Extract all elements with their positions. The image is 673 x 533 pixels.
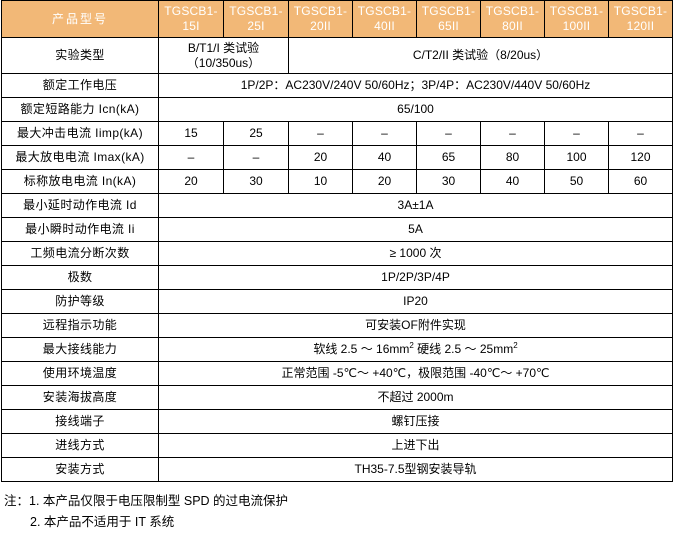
footnote-1: 注：1. 本产品仅限于电压限制型 SPD 的过电流保护 [4, 494, 289, 508]
cell-remote-indication: 可安装OF附件实现 [158, 313, 673, 338]
row-label-ii-current: 最小瞬时动作电流 Ii [1, 217, 159, 242]
row-label-altitude: 安装海拔高度 [1, 385, 159, 410]
wire-capacity-soft-superscript: 2 [409, 341, 414, 350]
table-header-row: 产品型号 TGSCB1-15I TGSCB1-25I TGSCB1-20II T… [1, 0, 673, 38]
cell-in-0: 20 [158, 169, 224, 194]
cell-iimp-2: – [288, 121, 353, 146]
cell-short-circuit: 65/100 [158, 97, 673, 122]
cell-in-3: 20 [352, 169, 417, 194]
cell-imax-7: 120 [608, 145, 673, 170]
cell-iimp-7: – [608, 121, 673, 146]
table-row-test-type: 实验类型 B/T1/I 类试验 （10/350us） C/T2/II 类试验（8… [1, 37, 673, 74]
cell-terminal: 螺钉压接 [158, 409, 673, 434]
cell-imax-0: – [158, 145, 224, 170]
table-row-temperature: 使用环境温度 正常范围 -5℃～ +40℃，极限范围 -40℃～ +70℃ [1, 361, 673, 386]
wire-capacity-hard-text: 硬线 2.5 ～ 25mm [413, 342, 514, 356]
cell-iimp-4: – [416, 121, 481, 146]
row-label-breaking-times: 工频电流分断次数 [1, 241, 159, 266]
cell-ii-current: 5A [158, 217, 673, 242]
row-label-imax: 最大放电电流 Imax(kA) [1, 145, 159, 170]
header-product-model-label: 产品型号 [1, 0, 159, 38]
cell-iimp-6: – [544, 121, 609, 146]
footnote-2: 2. 本产品不适用于 IT 系统 [30, 514, 175, 529]
row-label-short-circuit: 额定短路能力 Icn(kA) [1, 97, 159, 122]
cell-in-1: 30 [223, 169, 289, 194]
table-row-poles: 极数 1P/2P/3P/4P [1, 265, 673, 290]
row-label-iimp: 最大冲击电流 Iimp(kA) [1, 121, 159, 146]
cell-in-6: 50 [544, 169, 609, 194]
table-row-mounting: 安装方式 TH35-7.5型钢安装导轨 [1, 457, 673, 482]
cell-in-4: 30 [416, 169, 481, 194]
row-label-protection-grade: 防护等级 [1, 289, 159, 314]
cell-test-type-class-i: B/T1/I 类试验 （10/350us） [158, 37, 289, 74]
cell-iimp-5: – [480, 121, 545, 146]
header-model-2: TGSCB1-20II [288, 0, 353, 38]
row-label-terminal: 接线端子 [1, 409, 159, 434]
cell-test-type-class-ii: C/T2/II 类试验（8/20us） [288, 37, 673, 74]
cell-protection-grade: IP20 [158, 289, 673, 314]
table-row-remote-indication: 远程指示功能 可安装OF附件实现 [1, 313, 673, 338]
row-label-poles: 极数 [1, 265, 159, 290]
table-row-terminal: 接线端子 螺钉压接 [1, 409, 673, 434]
cell-imax-5: 80 [480, 145, 545, 170]
product-specification-table: 产品型号 TGSCB1-15I TGSCB1-25I TGSCB1-20II T… [1, 0, 673, 482]
cell-iimp-0: 15 [158, 121, 224, 146]
cell-imax-2: 20 [288, 145, 353, 170]
table-row-protection-grade: 防护等级 IP20 [1, 289, 673, 314]
table-row-in: 标称放电电流 In(kA) 20 30 10 20 30 40 50 60 [1, 169, 673, 194]
cell-in-7: 60 [608, 169, 673, 194]
table-row-wiring-direction: 进线方式 上进下出 [1, 433, 673, 458]
table-row-id-current: 最小延时动作电流 Id 3A±1A [1, 193, 673, 218]
cell-in-5: 40 [480, 169, 545, 194]
row-label-id-current: 最小延时动作电流 Id [1, 193, 159, 218]
cell-altitude: 不超过 2000m [158, 385, 673, 410]
test-type-class-i-line2: （10/350us） [186, 55, 261, 70]
cell-in-2: 10 [288, 169, 353, 194]
header-model-3: TGSCB1-40II [352, 0, 417, 38]
row-label-wire-capacity: 最大接线能力 [1, 337, 159, 362]
table-row-rated-voltage: 额定工作电压 1P/2P：AC230V/240V 50/60Hz；3P/4P：A… [1, 73, 673, 98]
cell-rated-voltage: 1P/2P：AC230V/240V 50/60Hz；3P/4P：AC230V/4… [158, 73, 673, 98]
row-label-in: 标称放电电流 In(kA) [1, 169, 159, 194]
header-model-1: TGSCB1-25I [223, 0, 289, 38]
table-row-wire-capacity: 最大接线能力 软线 2.5 ～ 16mm2 硬线 2.5 ～ 25mm2 [1, 337, 673, 362]
cell-mounting: TH35-7.5型钢安装导轨 [158, 457, 673, 482]
row-label-remote-indication: 远程指示功能 [1, 313, 159, 338]
header-model-5: TGSCB1-80II [480, 0, 545, 38]
table-row-imax: 最大放电电流 Imax(kA) – – 20 40 65 80 100 120 [1, 145, 673, 170]
table-row-ii-current: 最小瞬时动作电流 Ii 5A [1, 217, 673, 242]
wire-capacity-soft-text: 软线 2.5 ～ 16mm [313, 342, 410, 356]
table-row-altitude: 安装海拔高度 不超过 2000m [1, 385, 673, 410]
header-model-7: TGSCB1-120II [608, 0, 673, 38]
cell-imax-3: 40 [352, 145, 417, 170]
cell-iimp-3: – [352, 121, 417, 146]
cell-breaking-times: ≥ 1000 次 [158, 241, 673, 266]
header-model-6: TGSCB1-100II [544, 0, 609, 38]
cell-id-current: 3A±1A [158, 193, 673, 218]
cell-poles: 1P/2P/3P/4P [158, 265, 673, 290]
cell-wire-capacity: 软线 2.5 ～ 16mm2 硬线 2.5 ～ 25mm2 [158, 337, 673, 362]
table-footnotes: 注：1. 本产品仅限于电压限制型 SPD 的过电流保护 2. 本产品不适用于 I… [4, 491, 673, 532]
table-row-iimp: 最大冲击电流 Iimp(kA) 15 25 – – – – – – [1, 121, 673, 146]
cell-imax-1: – [223, 145, 289, 170]
header-model-0: TGSCB1-15I [158, 0, 224, 38]
cell-temperature: 正常范围 -5℃～ +40℃，极限范围 -40℃～ +70℃ [158, 361, 673, 386]
test-type-class-i-line1: B/T1/I 类试验 [187, 40, 260, 55]
row-label-rated-voltage: 额定工作电压 [1, 73, 159, 98]
cell-iimp-1: 25 [223, 121, 289, 146]
cell-imax-4: 65 [416, 145, 481, 170]
header-model-4: TGSCB1-65II [416, 0, 481, 38]
row-label-wiring-direction: 进线方式 [1, 433, 159, 458]
cell-imax-6: 100 [544, 145, 609, 170]
row-label-temperature: 使用环境温度 [1, 361, 159, 386]
row-label-mounting: 安装方式 [1, 457, 159, 482]
wire-capacity-hard-superscript: 2 [513, 341, 518, 350]
row-label-test-type: 实验类型 [1, 37, 159, 74]
table-row-short-circuit: 额定短路能力 Icn(kA) 65/100 [1, 97, 673, 122]
table-row-breaking-times: 工频电流分断次数 ≥ 1000 次 [1, 241, 673, 266]
cell-wiring-direction: 上进下出 [158, 433, 673, 458]
